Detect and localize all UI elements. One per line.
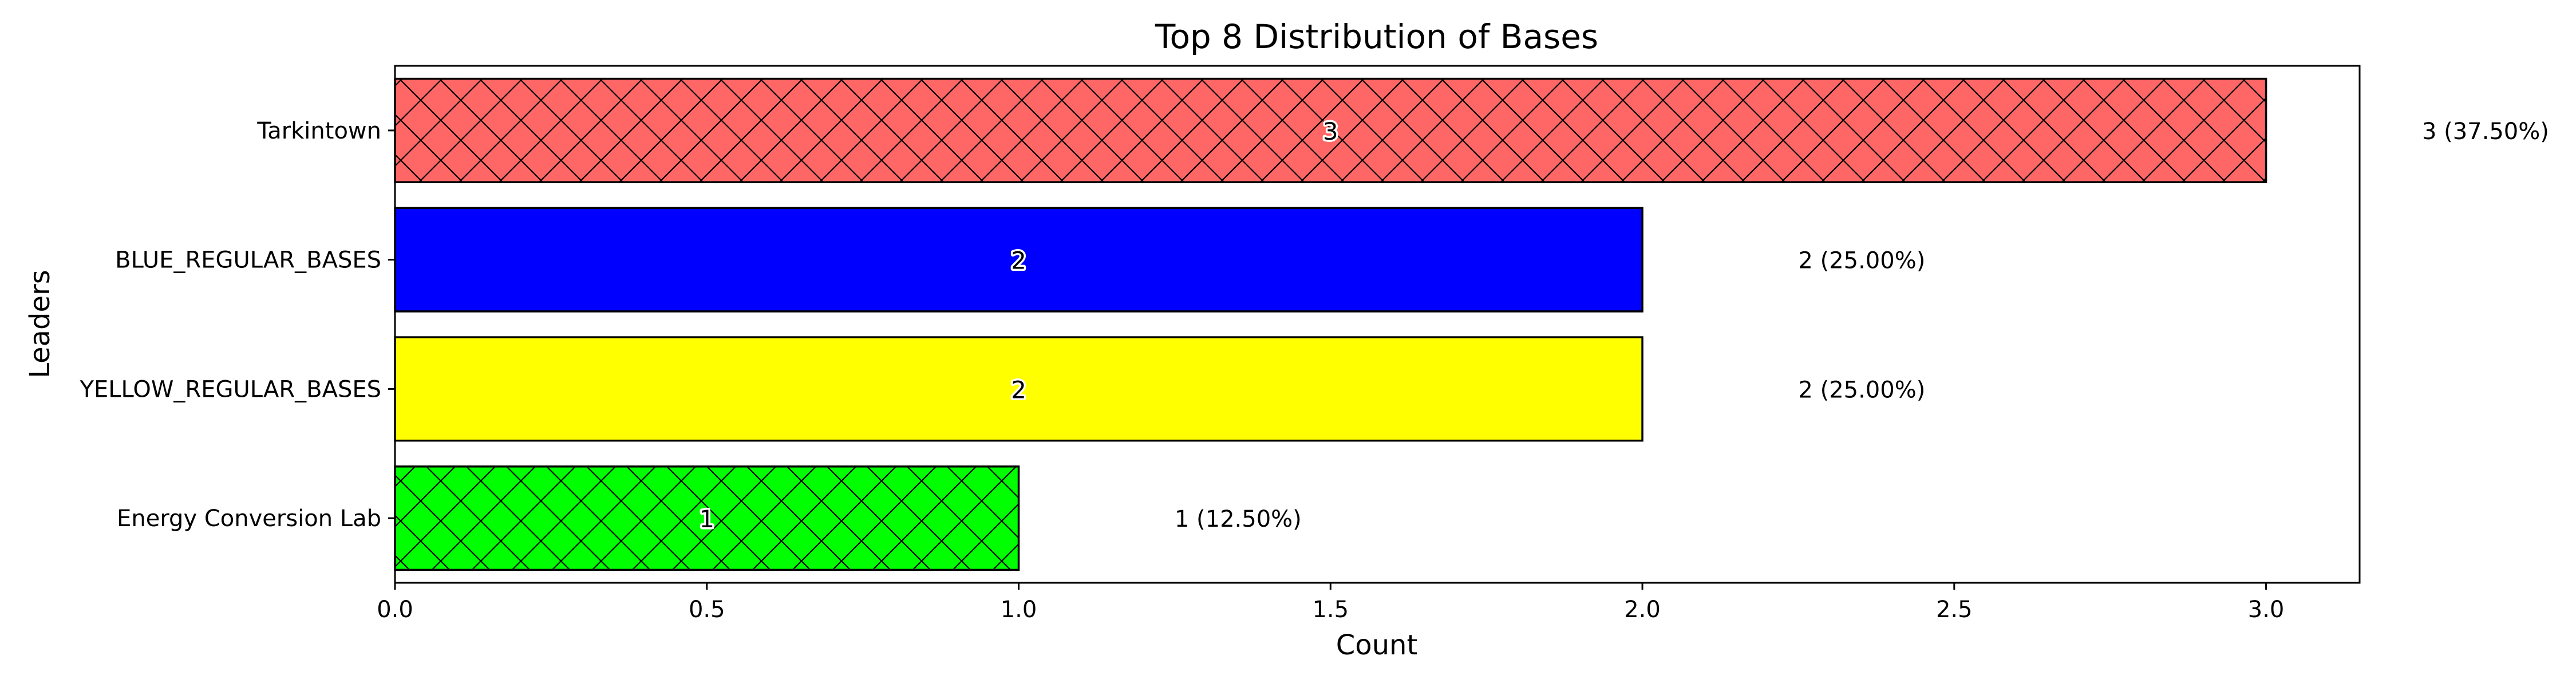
x-tick-label: 0.5	[689, 597, 725, 623]
labels-layer: 3 3 (37.50%) 2 2 (25.00%) 2 2 (25.00%) 1 1 (12.…	[697, 115, 2549, 535]
x-tick-label: 2.0	[1624, 597, 1661, 623]
plot-area-frame	[394, 65, 2361, 584]
x-axis: 0.0 0.5 1.0 1.5 2.0 2.5 3.0	[377, 583, 2284, 623]
y-tick-label: Tarkintown	[256, 118, 381, 144]
y-tick-label: YELLOW_REGULAR_BASES	[80, 376, 381, 402]
bar-group	[394, 77, 2267, 183]
bar-percent-label: 3 (37.50%)	[2422, 119, 2549, 145]
x-tick-label: 1.0	[1001, 597, 1037, 623]
bar-percent-label: 2 (25.00%)	[1798, 248, 1925, 274]
y-tick-label: Energy Conversion Lab	[117, 506, 381, 532]
bar-hatch	[395, 78, 2266, 183]
bar-value-label: 2	[1011, 247, 1026, 275]
bar-percent-label: 1 (12.50%)	[1175, 506, 1302, 532]
bar-value-label: 2	[1011, 376, 1026, 404]
y-axis-label: Leaders	[24, 270, 56, 378]
x-tick-label: 2.5	[1936, 597, 1973, 623]
bar	[395, 337, 1643, 441]
bar-group	[394, 336, 1643, 442]
chart-title: Top 8 Distribution of Bases	[1155, 17, 1598, 56]
x-tick-label: 3.0	[2248, 597, 2285, 623]
bar-hatch	[395, 466, 1019, 570]
x-tick-label: 0.0	[377, 597, 413, 623]
bar	[395, 208, 1643, 311]
y-tick-label: BLUE_REGULAR_BASES	[115, 247, 381, 274]
bar-value-label: 3	[1323, 117, 1338, 145]
bar-percent-label: 2 (25.00%)	[1798, 377, 1925, 403]
y-axis: Tarkintown BLUE_REGULAR_BASES YELLOW_REGUL…	[80, 118, 395, 532]
x-tick-label: 1.5	[1312, 597, 1349, 623]
bars-layer	[394, 77, 2267, 571]
x-axis-label: Count	[1336, 629, 1418, 661]
bar-group	[394, 465, 1020, 571]
bar-group	[394, 207, 1643, 313]
bar-value-label: 1	[699, 505, 714, 533]
